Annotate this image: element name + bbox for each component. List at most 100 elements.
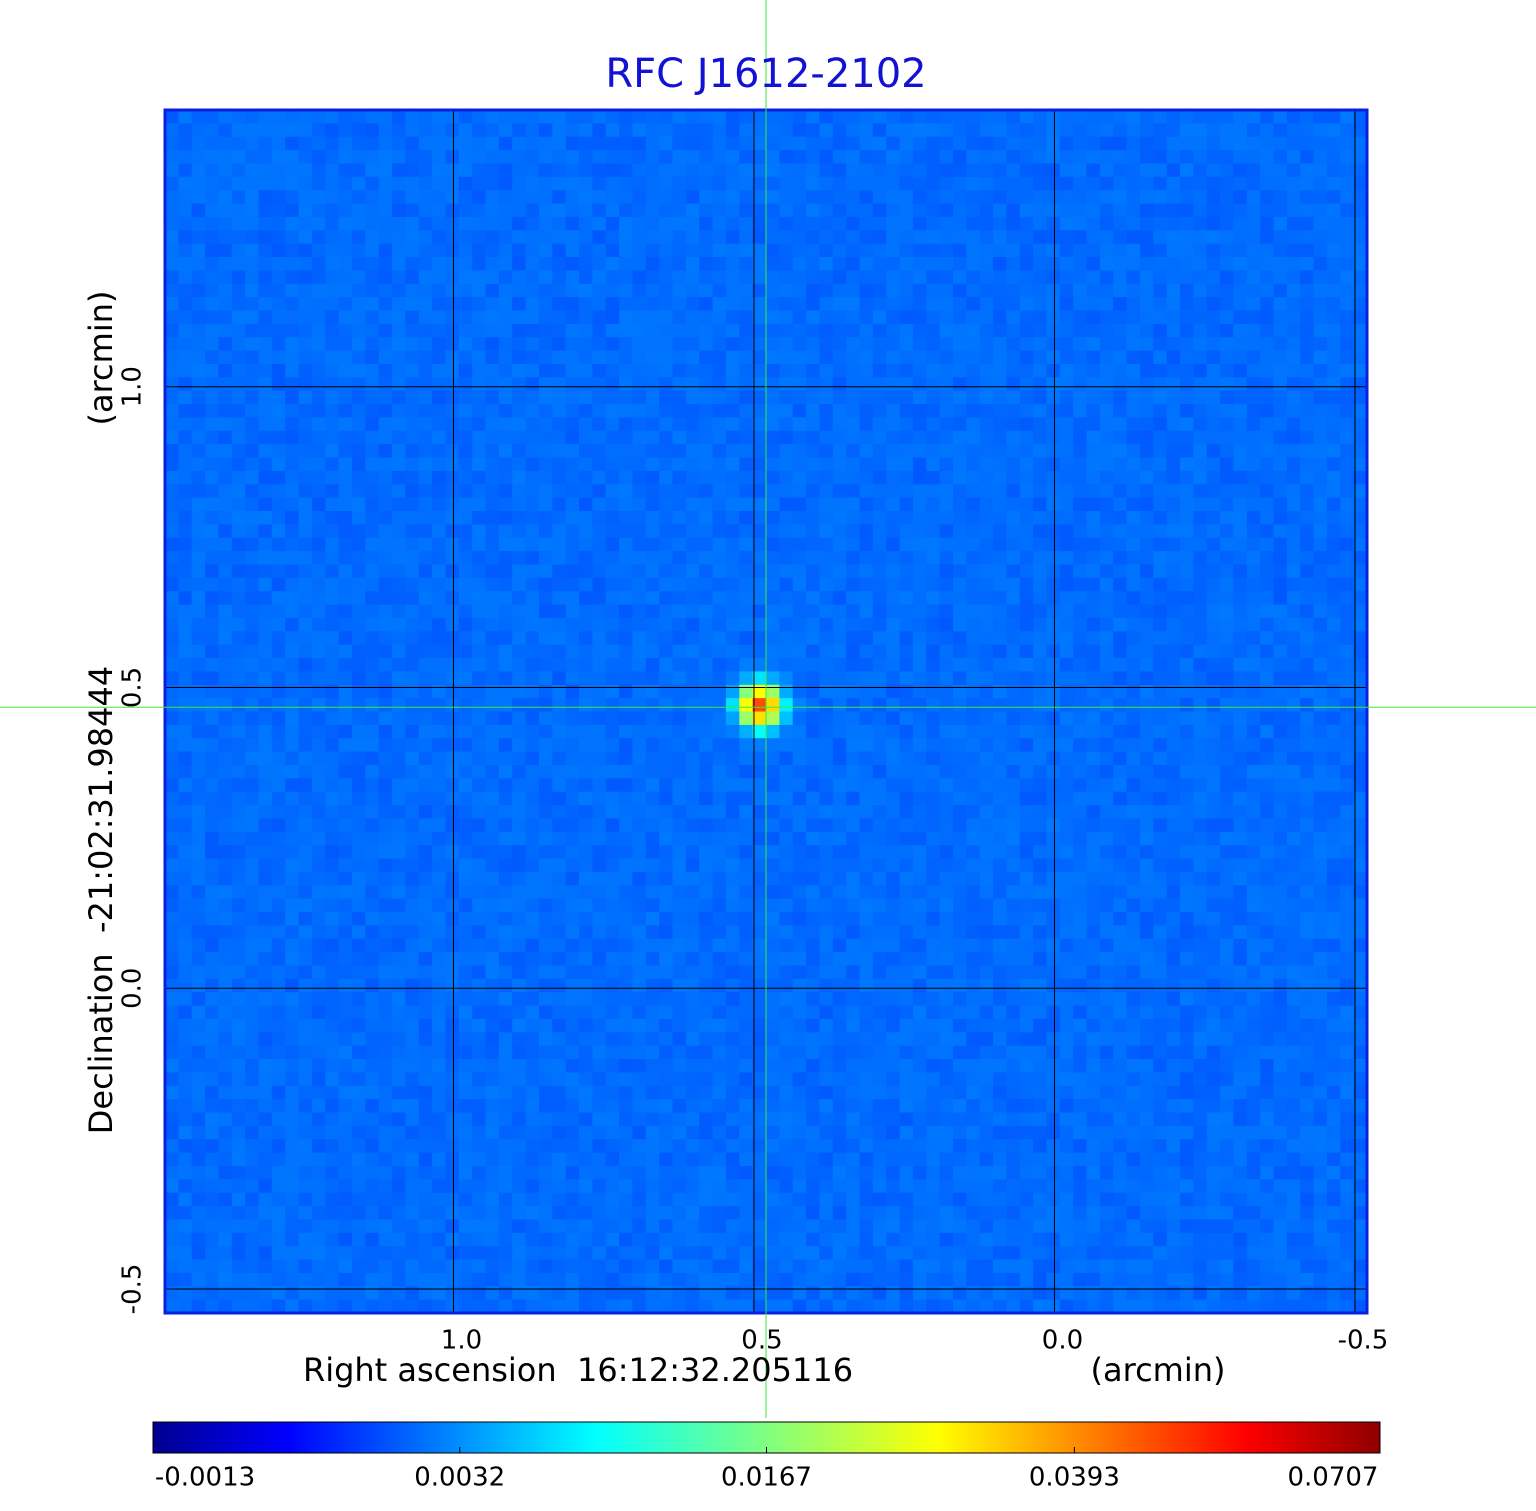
pixel [485,337,500,352]
pixel [1153,203,1168,218]
pixel [285,470,300,485]
pixel [1073,751,1088,766]
pixel [458,364,473,378]
pixel [792,604,807,619]
pixel [1140,778,1154,793]
pixel [1113,430,1128,445]
pixel [1033,818,1048,833]
pixel [245,765,260,779]
pixel [1233,163,1248,178]
pixel [485,203,500,218]
pixel [979,591,994,606]
pixel [672,377,687,392]
pixel [445,698,460,713]
pixel [285,524,300,539]
pixel [739,216,754,231]
pixel [1059,684,1074,699]
pixel [766,297,780,312]
pixel [525,337,540,352]
pixel [432,283,447,298]
pixel [1313,765,1328,779]
pixel [1033,323,1048,338]
pixel [1340,216,1355,231]
pixel [405,190,420,205]
pixel [1140,831,1154,846]
pixel [619,190,634,205]
pixel [378,778,393,793]
pixel [1233,417,1248,432]
pixel [1059,176,1074,191]
pixel [1099,176,1114,191]
pixel [659,537,674,552]
pixel [819,390,834,405]
pixel [766,470,780,485]
pixel [445,270,460,285]
pixel [685,631,700,646]
pixel [178,524,193,539]
pixel [1033,444,1048,459]
pixel [779,577,794,592]
pixel [191,257,206,271]
pixel [1313,778,1328,793]
pixel [1193,497,1208,512]
pixel [1059,577,1074,592]
pixel [565,551,580,566]
pixel [231,390,246,405]
pixel [1353,297,1367,312]
pixel [1086,738,1101,753]
pixel [859,310,874,325]
pixel [1180,631,1194,646]
pixel [311,698,326,713]
pixel [1233,203,1248,218]
pixel [979,110,994,124]
pixel [725,591,740,606]
pixel [619,163,634,178]
pixel [1220,364,1235,378]
pixel [1220,751,1235,766]
pixel [418,216,433,231]
pixel [766,176,780,191]
pixel [966,604,981,619]
pixel [271,417,286,432]
pixel [365,738,380,753]
pixel [1099,297,1114,312]
pixel [966,323,981,338]
pixel [271,818,286,833]
pixel [739,444,754,459]
pixel [685,711,700,726]
pixel [846,136,861,151]
pixel [498,724,513,739]
pixel [218,323,233,338]
pixel [725,791,740,806]
pixel [912,577,927,592]
pixel [619,484,634,499]
pixel [1046,818,1061,833]
pixel [539,658,553,672]
pixel [1233,243,1248,258]
pixel [1126,711,1141,726]
pixel [338,684,353,699]
pixel [218,658,233,672]
pixel [498,110,513,124]
pixel [953,216,967,231]
pixel [1113,805,1128,820]
pixel [178,644,193,659]
pixel [1046,684,1061,699]
pixel [418,497,433,512]
pixel [378,417,393,432]
pixel [325,470,340,485]
pixel [1260,337,1275,352]
pixel [752,350,767,365]
pixel [846,243,861,258]
pixel [178,110,193,124]
pixel [178,591,193,606]
pixel [859,658,874,672]
pixel [1206,698,1221,713]
pixel [872,176,887,191]
pixel [739,845,754,860]
pixel [1260,417,1275,432]
pixel [579,283,593,298]
pixel [1046,337,1061,352]
pixel [1073,136,1088,151]
pixel [1300,551,1315,566]
